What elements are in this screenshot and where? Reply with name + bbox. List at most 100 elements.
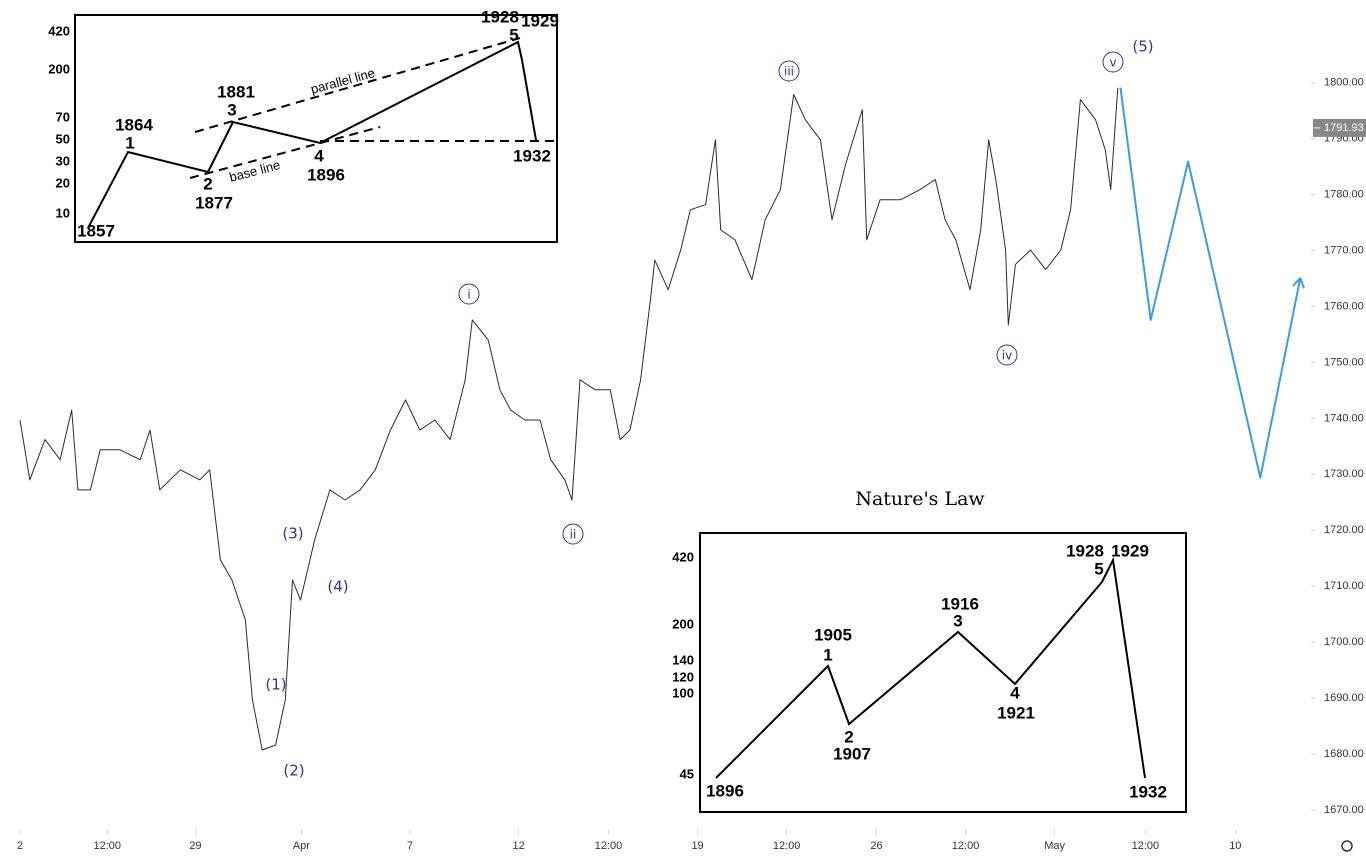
y-tick-label: 1780.00 — [1324, 189, 1364, 201]
inset-point-label: 1905 — [814, 625, 852, 644]
inset-dashed — [194, 37, 521, 133]
x-tick-label: May — [1044, 840, 1065, 852]
x-tick-label: 12:00 — [1132, 840, 1160, 852]
settings-icon[interactable] — [1341, 840, 1353, 852]
inset-point-label: 2 — [203, 174, 212, 193]
inset-point-label: 1877 — [195, 193, 233, 212]
x-tick-label: 26 — [870, 840, 882, 852]
inset-point-label: 5 — [509, 25, 518, 44]
wave-label: i — [467, 288, 470, 302]
inset-y-label: 20 — [56, 175, 70, 190]
inset-frame — [699, 532, 1187, 813]
wave-circle — [1102, 51, 1124, 73]
inset-point-label: 1928 — [1066, 541, 1104, 560]
x-tick-label: 29 — [189, 840, 201, 852]
wave-label: (2) — [283, 762, 304, 780]
inset-y-label: 30 — [56, 153, 70, 168]
inset-y-label: 420 — [48, 23, 70, 38]
inset-y-label: 100 — [672, 685, 694, 700]
arrowhead — [1292, 277, 1302, 287]
wave-circle — [778, 60, 800, 82]
inset-y-label: 200 — [672, 616, 694, 631]
x-tick-label: 12:00 — [94, 840, 122, 852]
wave-label: ii — [570, 528, 577, 542]
inset-point-label: 3 — [227, 100, 236, 119]
y-tick-label: 1720.00 — [1324, 524, 1364, 536]
y-tick-label: 1710.00 — [1324, 580, 1364, 592]
y-tick-label: 1730.00 — [1324, 468, 1364, 480]
last-price-label: 1791.93 — [1324, 122, 1364, 134]
y-tick-label: 1740.00 — [1324, 412, 1364, 424]
inset-y-label: 120 — [672, 669, 694, 684]
y-tick-label: 1760.00 — [1324, 300, 1364, 312]
wave-circle — [996, 344, 1018, 366]
price-line — [19, 87, 1119, 751]
inset-point-label: 1932 — [513, 146, 551, 165]
inset-point-label: 4 — [314, 146, 324, 165]
arrowhead — [1299, 277, 1305, 289]
wave-label: (1) — [265, 676, 286, 694]
inset-point-label: 1929 — [1111, 541, 1149, 560]
inset-point-label: 1928 — [481, 7, 519, 26]
y-tick-label: 1750.00 — [1324, 356, 1364, 368]
x-tick-label: 12:00 — [952, 840, 980, 852]
inset-point-label: 1 — [125, 133, 134, 152]
inset-y-label: 420 — [672, 549, 694, 564]
x-tick-label: 2 — [17, 840, 23, 852]
wave-circle — [458, 283, 480, 305]
inset-point-label: 1896 — [307, 165, 345, 184]
y-tick-label: 1670.00 — [1324, 804, 1364, 816]
y-tick-label: 1690.00 — [1324, 692, 1364, 704]
inset-point-label: 1896 — [706, 781, 744, 800]
inset-y-label: 200 — [48, 61, 70, 76]
wave-label: iv — [1002, 349, 1012, 363]
inset-point-label: 1864 — [115, 115, 153, 134]
x-tick-label: 7 — [407, 840, 413, 852]
x-tick-label: 19 — [691, 840, 703, 852]
x-tick-label: 10 — [1229, 840, 1241, 852]
wave-label: (5) — [1132, 38, 1153, 56]
y-tick-label: 1770.00 — [1324, 244, 1364, 256]
inset-bottom: Nature's Law4202001401201004518961905121… — [672, 488, 1187, 813]
x-tick-label: Apr — [293, 840, 310, 852]
inset-point-label: 1857 — [77, 221, 115, 240]
inset-point-label: 1881 — [217, 82, 255, 101]
plot-area: 1800.001790.001780.001770.001760.001750.… — [17, 38, 1366, 852]
inset-title: Nature's Law — [855, 488, 985, 510]
wave-circle — [562, 523, 584, 545]
wave-label: (3) — [282, 525, 303, 543]
last-price-badge — [1313, 118, 1366, 137]
inset-y-label: 45 — [680, 766, 694, 781]
inset-y-label: 10 — [56, 205, 70, 220]
inset-point-label: 1907 — [833, 744, 871, 763]
inset-y-label: 70 — [56, 109, 70, 124]
inset-point-label: 1 — [823, 645, 832, 664]
inset-point-label: 1932 — [1129, 782, 1167, 801]
wave-label: (4) — [327, 578, 348, 596]
inset-point-label: 5 — [1094, 559, 1103, 578]
inset-point-label: 1921 — [997, 703, 1035, 722]
x-tick-label: 12:00 — [595, 840, 623, 852]
wave-label: v — [1109, 56, 1116, 70]
y-tick-label: 1680.00 — [1324, 748, 1364, 760]
inset-line — [87, 40, 537, 229]
inset-dashed — [189, 126, 381, 179]
inset-point-label: 2 — [844, 727, 853, 746]
inset-frame — [74, 14, 558, 243]
inset-point-label: 1929 — [521, 11, 559, 30]
inset-y-label: 50 — [56, 131, 70, 146]
inset-point-label: 4 — [1010, 683, 1020, 702]
inset-line — [715, 556, 1146, 779]
inset-point-label: 3 — [953, 611, 962, 630]
x-tick-label: 12:00 — [773, 840, 801, 852]
inset-point-label: 1916 — [941, 594, 979, 613]
wave-label: iii — [784, 65, 794, 79]
price-line — [1119, 87, 1302, 479]
y-tick-label: 1800.00 — [1324, 77, 1364, 89]
y-tick-label: 1700.00 — [1324, 636, 1364, 648]
x-tick-label: 12 — [512, 840, 524, 852]
